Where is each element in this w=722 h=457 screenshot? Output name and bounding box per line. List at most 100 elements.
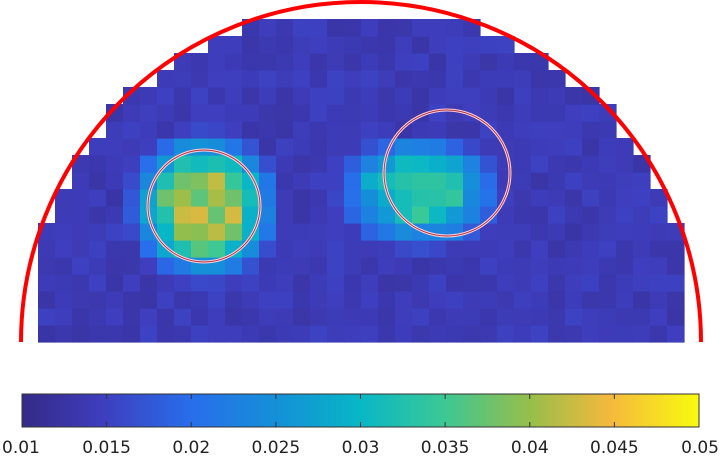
heatmap-cell xyxy=(548,206,566,224)
heatmap-cell xyxy=(514,87,532,105)
heatmap-cell xyxy=(497,53,515,71)
heatmap-cell xyxy=(140,155,158,173)
heatmap-cell xyxy=(565,138,583,156)
heatmap-cell xyxy=(531,138,549,156)
heatmap-cell xyxy=(616,172,634,190)
heatmap-cell xyxy=(259,240,277,258)
heatmap-cell xyxy=(293,70,311,88)
heatmap-cell xyxy=(344,325,362,343)
heatmap-cell xyxy=(446,325,464,343)
heatmap-cell xyxy=(38,291,56,309)
heatmap-cell xyxy=(242,70,260,88)
heatmap-cell xyxy=(497,206,515,224)
heatmap-cell xyxy=(650,240,668,258)
heatmap-cell xyxy=(565,172,583,190)
heatmap-cell xyxy=(531,70,549,88)
heatmap-cell xyxy=(514,257,532,275)
heatmap-cell xyxy=(514,138,532,156)
heatmap-cell xyxy=(191,189,209,207)
heatmap-cell xyxy=(616,325,634,343)
heatmap-cell xyxy=(378,70,396,88)
heatmap-cell xyxy=(242,121,260,139)
heatmap-cell xyxy=(123,291,141,309)
heatmap-cell xyxy=(599,223,617,241)
heatmap-cell xyxy=(412,19,430,37)
heatmap-cell xyxy=(123,138,141,156)
heatmap-cell xyxy=(599,257,617,275)
heatmap-cell xyxy=(327,189,345,207)
heatmap-cell xyxy=(548,257,566,275)
heatmap-cell xyxy=(531,87,549,105)
heatmap-cell xyxy=(106,189,124,207)
heatmap-cell xyxy=(361,87,379,105)
heatmap-cell xyxy=(616,291,634,309)
heatmap-cell xyxy=(157,223,175,241)
heatmap-cell xyxy=(89,172,107,190)
heatmap-cell xyxy=(225,155,243,173)
heatmap-cell xyxy=(548,274,566,292)
heatmap-cell xyxy=(38,325,56,343)
heatmap-cell xyxy=(633,308,651,326)
heatmap-cell xyxy=(361,121,379,139)
heatmap-cell xyxy=(599,138,617,156)
heatmap-cell xyxy=(55,240,73,258)
heatmap-cell xyxy=(548,121,566,139)
heatmap-cell xyxy=(497,325,515,343)
heatmap-cell xyxy=(633,223,651,241)
heatmap-cell xyxy=(327,104,345,122)
heatmap-cell xyxy=(548,189,566,207)
heatmap-cell xyxy=(395,206,413,224)
heatmap-cell xyxy=(106,257,124,275)
heatmap-cell xyxy=(225,138,243,156)
heatmap-cell xyxy=(344,172,362,190)
heatmap-cell xyxy=(395,308,413,326)
heatmap-cell xyxy=(616,138,634,156)
heatmap-cell xyxy=(429,257,447,275)
heatmap-cell xyxy=(429,308,447,326)
heatmap-cell xyxy=(174,189,192,207)
heatmap-cell xyxy=(208,206,226,224)
heatmap-cell xyxy=(480,189,498,207)
heatmap-cell xyxy=(293,325,311,343)
heatmap-cell xyxy=(463,121,481,139)
heatmap-cell xyxy=(140,291,158,309)
colorbar-tick-label: 0.015 xyxy=(82,438,131,457)
heatmap-cell xyxy=(208,36,226,54)
heatmap-cell xyxy=(361,308,379,326)
heatmap-cell xyxy=(89,155,107,173)
heatmap-cell xyxy=(412,274,430,292)
heatmap-cell xyxy=(361,172,379,190)
heatmap-cell xyxy=(208,291,226,309)
heatmap-cell xyxy=(174,291,192,309)
heatmap-cell xyxy=(106,223,124,241)
heatmap-cell xyxy=(55,325,73,343)
heatmap-cell xyxy=(310,240,328,258)
heatmap-cell xyxy=(157,104,175,122)
heatmap-cell xyxy=(191,87,209,105)
heatmap-cell xyxy=(242,325,260,343)
heatmap-cell xyxy=(327,121,345,139)
heatmap-cell xyxy=(378,308,396,326)
heatmap-cell xyxy=(191,325,209,343)
heatmap-cell xyxy=(667,308,685,326)
heatmap-cell xyxy=(276,291,294,309)
heatmap-cell xyxy=(259,325,277,343)
heatmap-cell xyxy=(259,172,277,190)
heatmap-cell xyxy=(310,155,328,173)
inclusion-outline-inner xyxy=(147,149,261,263)
heatmap-cell xyxy=(276,274,294,292)
colorbar-ticks: 0.01 0.015 0.02 0.025 0.03 0.035 0.04 0.045 0.05 xyxy=(2,394,719,457)
heatmap-cell xyxy=(276,206,294,224)
heatmap-cell xyxy=(446,189,464,207)
heatmap-cell xyxy=(225,308,243,326)
heatmap-cell xyxy=(242,138,260,156)
heatmap-cell xyxy=(446,121,464,139)
heatmap-cell xyxy=(344,189,362,207)
heatmap-cell xyxy=(242,155,260,173)
heatmap-cell xyxy=(565,325,583,343)
heatmap-cell xyxy=(565,155,583,173)
heatmap-cell xyxy=(106,308,124,326)
heatmap-cell xyxy=(429,70,447,88)
heatmap-cell xyxy=(463,240,481,258)
domain-boundary-arc xyxy=(19,0,703,343)
